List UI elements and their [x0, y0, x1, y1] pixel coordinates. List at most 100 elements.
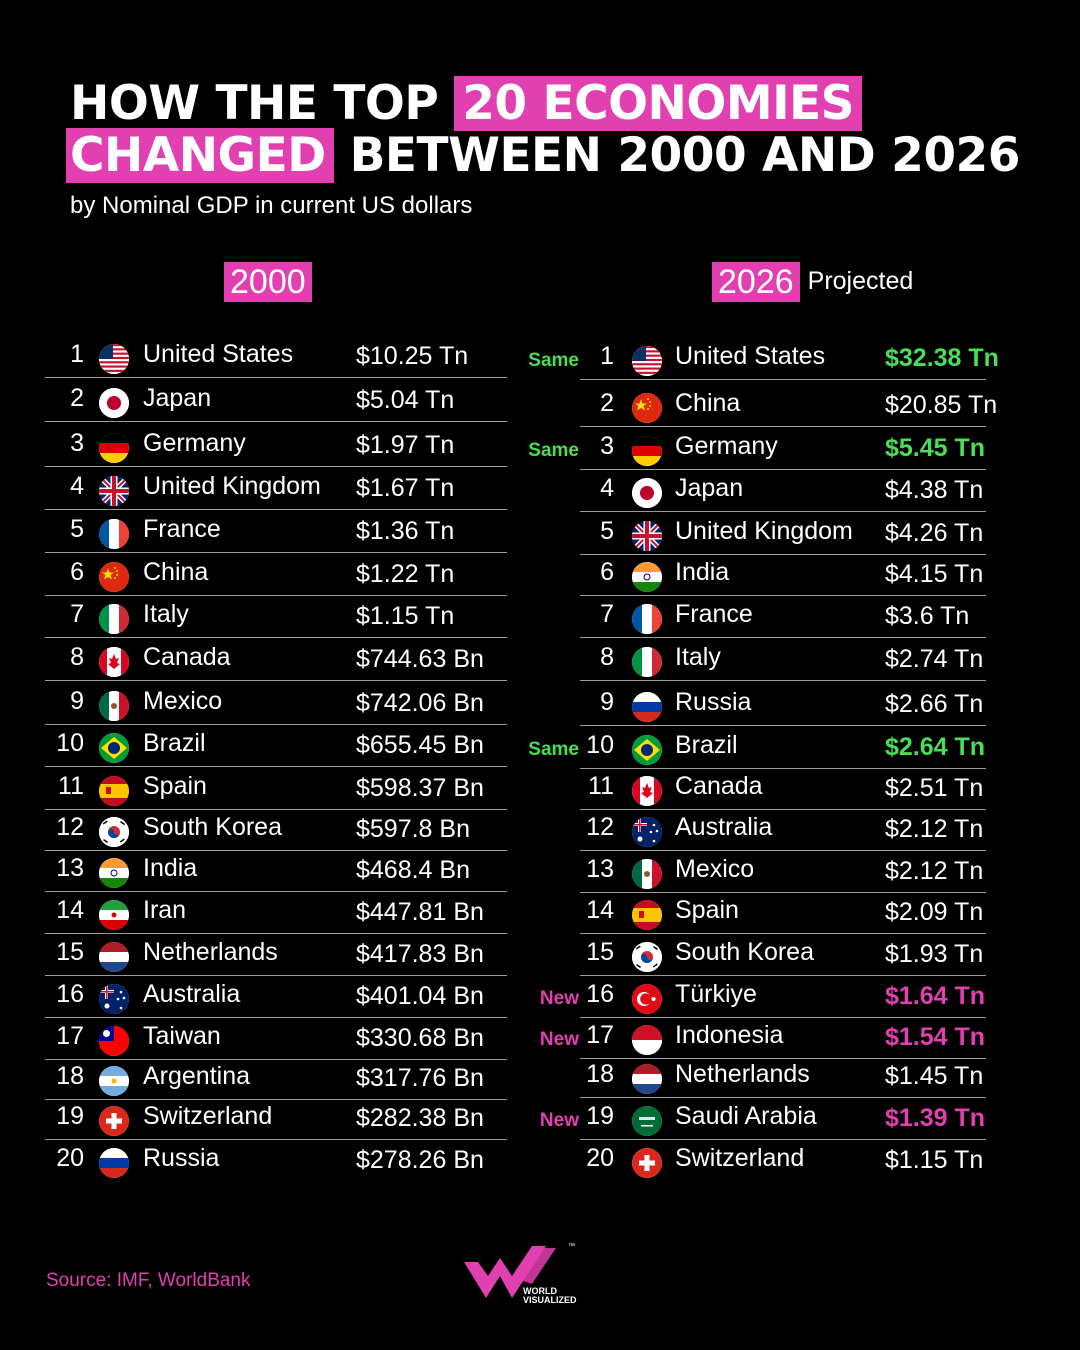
new-tag: New	[539, 1029, 579, 1050]
cn-flag-icon	[632, 393, 662, 423]
au-flag-icon	[632, 817, 662, 847]
country-name: United Kingdom	[675, 517, 853, 545]
table-row	[45, 1058, 507, 1100]
rank-number: 18	[586, 1060, 614, 1088]
logo-tm: ™	[568, 1243, 575, 1250]
rank-number: 6	[70, 558, 84, 586]
gdp-value: $598.37 Bn	[356, 774, 484, 802]
new-tag: New	[539, 988, 579, 1009]
country-name: Japan	[143, 384, 212, 412]
table-row	[45, 425, 507, 467]
gdp-value: $597.8 Bn	[356, 815, 470, 843]
rank-number: 6	[600, 558, 614, 586]
rank-number: 17	[56, 1022, 84, 1050]
table-row	[45, 639, 507, 681]
table-row	[45, 850, 507, 892]
in-flag-icon	[632, 562, 662, 592]
gdp-value: $1.36 Tn	[356, 517, 455, 545]
country-name: Switzerland	[143, 1102, 273, 1130]
de-flag-icon	[99, 433, 129, 463]
gdp-value: $3.6 Tn	[885, 602, 970, 630]
country-name: South Korea	[143, 813, 282, 841]
kr-flag-icon	[99, 817, 129, 847]
country-name: Saudi Arabia	[675, 1102, 817, 1130]
gdp-value: $1.15 Tn	[885, 1146, 984, 1174]
gdp-value: $317.76 Bn	[356, 1064, 484, 1092]
rank-number: 4	[70, 472, 84, 500]
gdp-value: $744.63 Bn	[356, 645, 484, 673]
gdp-value: $1.39 Tn	[885, 1104, 986, 1132]
rank-number: 9	[70, 687, 84, 715]
nl-flag-icon	[632, 1064, 662, 1094]
table-row	[45, 768, 507, 810]
country-name: Spain	[143, 772, 207, 800]
kr-flag-icon	[632, 942, 662, 972]
rank-number: 3	[70, 429, 84, 457]
country-name: Canada	[143, 643, 231, 671]
table-row	[45, 725, 507, 767]
gdp-value: $278.26 Bn	[356, 1146, 484, 1174]
jp-flag-icon	[632, 478, 662, 508]
rank-number: 11	[58, 772, 84, 800]
us-flag-icon	[99, 344, 129, 374]
same-tag: Same	[528, 350, 579, 371]
country-name: Italy	[675, 643, 721, 671]
country-name: Japan	[675, 474, 744, 502]
gb-flag-icon	[99, 476, 129, 506]
country-name: China	[675, 389, 741, 417]
table-row	[45, 511, 507, 553]
country-name: Spain	[675, 896, 739, 924]
table-row	[580, 727, 986, 769]
country-name: South Korea	[675, 938, 814, 966]
gdp-value: $2.64 Tn	[885, 733, 986, 761]
left-year-badge: 2000	[224, 262, 312, 302]
country-name: Australia	[143, 980, 241, 1008]
country-name: Brazil	[675, 731, 738, 759]
mx-flag-icon	[99, 691, 129, 721]
gdp-value: $5.45 Tn	[885, 434, 986, 462]
rank-number: 7	[70, 600, 84, 628]
table-row	[45, 554, 507, 596]
gdp-value: $401.04 Bn	[356, 982, 484, 1010]
left-year-header: 2000	[224, 262, 312, 302]
country-name: India	[675, 558, 730, 586]
rank-number: 13	[586, 855, 614, 883]
rank-number: 16	[56, 980, 84, 1008]
logo-wordmark: WORLD VISUALIZED	[523, 1287, 577, 1305]
new-tag: New	[539, 1110, 579, 1131]
country-name: United States	[143, 340, 294, 368]
logo-line-2: VISUALIZED	[523, 1295, 577, 1305]
rank-number: 14	[56, 896, 84, 924]
right-year-header: 2026 Projected	[712, 262, 913, 302]
country-name: Canada	[675, 772, 763, 800]
same-tag: Same	[528, 739, 579, 760]
gdp-value: $2.12 Tn	[885, 815, 984, 843]
country-name: Brazil	[143, 729, 206, 757]
logo-line-1: WORLD	[523, 1286, 557, 1296]
gdp-value: $1.67 Tn	[356, 474, 455, 502]
table-row	[580, 554, 986, 596]
gdp-value: $2.09 Tn	[885, 898, 984, 926]
country-name: France	[675, 600, 753, 628]
rank-number: 9	[600, 688, 614, 716]
gdp-value: $447.81 Bn	[356, 898, 484, 926]
country-name: India	[143, 854, 198, 882]
rank-number: 8	[600, 643, 614, 671]
gdp-value: $330.68 Bn	[356, 1024, 484, 1052]
table-row	[580, 639, 986, 681]
rank-number: 18	[56, 1062, 84, 1090]
table-row	[580, 892, 986, 934]
country-name: China	[143, 558, 209, 586]
country-name: Australia	[675, 813, 773, 841]
gdp-value: $2.74 Tn	[885, 645, 984, 673]
gdp-value: $1.64 Tn	[885, 982, 986, 1010]
es-flag-icon	[632, 900, 662, 930]
tw-flag-icon	[99, 1026, 129, 1056]
gdp-value: $1.15 Tn	[356, 602, 455, 630]
id-flag-icon	[632, 1025, 662, 1055]
rank-number: 4	[600, 474, 614, 502]
ar-flag-icon	[99, 1066, 129, 1096]
page-title: HOW THE TOP 20 ECONOMIES CHANGED BETWEEN…	[66, 76, 1020, 183]
table-row	[45, 380, 507, 422]
ca-flag-icon	[99, 647, 129, 677]
